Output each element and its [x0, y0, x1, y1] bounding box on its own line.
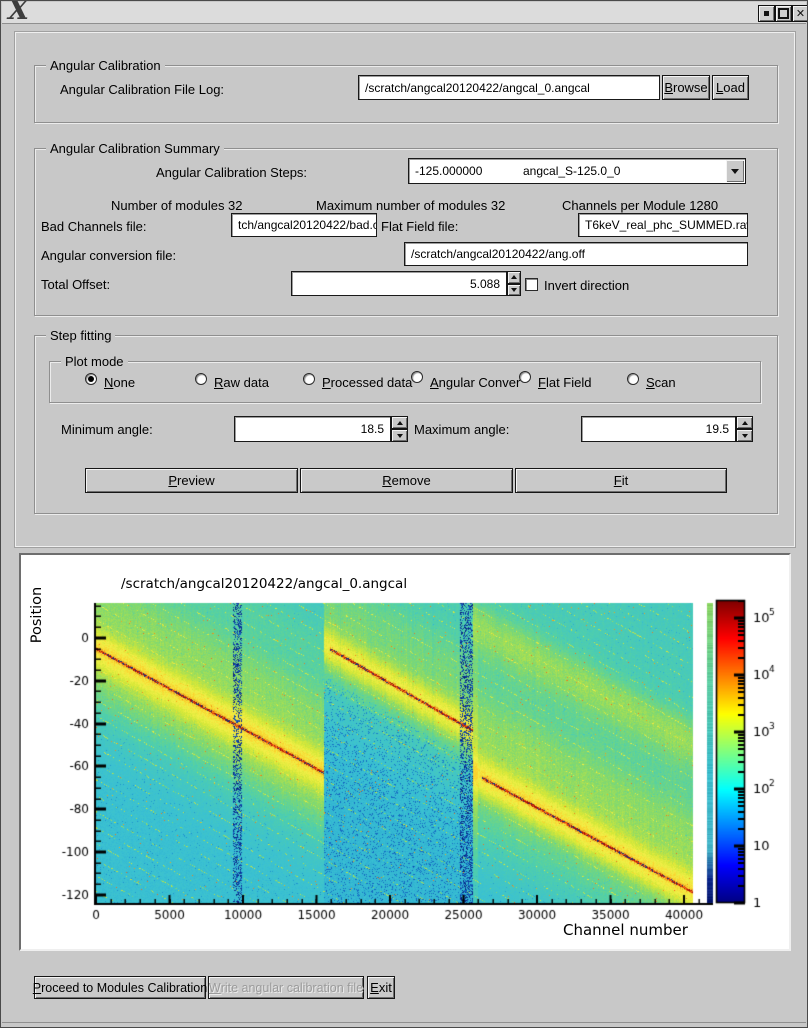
minimize-button[interactable] [758, 5, 775, 22]
chevron-up-icon [741, 420, 748, 425]
bad-channels-label: Bad Channels file: [41, 219, 147, 234]
invert-direction-label: Invert direction [544, 278, 630, 293]
steps-label: Angular Calibration Steps: [156, 165, 308, 180]
chevron-down-icon [511, 287, 517, 292]
spin-up-button[interactable] [507, 271, 521, 284]
radio-raw-data-label[interactable]: Raw data [214, 375, 269, 390]
plot-x-axis-label: Channel number [563, 921, 688, 939]
radio-processed-data-label[interactable]: Processed data [322, 375, 413, 390]
spin-up-button[interactable] [391, 416, 408, 429]
group-step-fitting: Step fitting [34, 328, 778, 514]
group-plot-mode: Plot mode [49, 354, 761, 403]
heatmap-chart [21, 555, 789, 949]
window-bottom-frame [2, 1022, 806, 1027]
x11-logo-icon: X [8, 0, 29, 26]
group-title: Angular Calibration Summary [46, 141, 224, 156]
maximize-button[interactable] [775, 5, 792, 22]
total-offset-stepper[interactable] [507, 271, 521, 296]
combo-dropdown-button[interactable] [726, 160, 744, 182]
group-title: Angular Calibration [46, 58, 165, 73]
radio-processed-data[interactable] [303, 373, 315, 385]
form-panel [14, 31, 796, 548]
close-icon: ✕ [795, 7, 806, 20]
steps-value-number: -125.000000 [415, 164, 483, 178]
radio-angular-conversion-label[interactable]: Angular Conver [430, 375, 521, 390]
radio-angular-conversion[interactable] [411, 371, 423, 383]
group-angular-calibration: Angular Calibration [34, 58, 778, 123]
spin-down-button[interactable] [391, 429, 408, 442]
chevron-up-icon [511, 275, 517, 280]
min-angle-input[interactable]: 18.5 [234, 416, 391, 442]
titlebar[interactable]: ✕ [2, 2, 807, 24]
total-offset-input[interactable]: 5.088 [291, 271, 507, 296]
close-button[interactable]: ✕ [792, 5, 807, 22]
radio-flat-field[interactable] [519, 371, 531, 383]
chevron-down-icon [731, 168, 739, 174]
radio-scan[interactable] [627, 373, 639, 385]
max-angle-input[interactable]: 19.5 [581, 416, 736, 442]
max-modules-label: Maximum number of modules 32 [316, 198, 506, 213]
group-title: Plot mode [61, 354, 128, 369]
radio-none[interactable] [85, 373, 97, 385]
radio-raw-data[interactable] [195, 373, 207, 385]
steps-value-name: angcal_S-125.0_0 [523, 164, 621, 178]
radio-scan-label[interactable]: Scan [646, 375, 676, 390]
file-log-input[interactable]: /scratch/angcal20120422/angcal_0.angcal [358, 75, 660, 100]
bad-channels-input[interactable]: tch/angcal20120422/bad.chan [231, 213, 377, 237]
chevron-down-icon [741, 433, 748, 438]
invert-direction-checkbox[interactable] [525, 278, 538, 291]
min-angle-stepper[interactable] [391, 416, 408, 442]
min-angle-label: Minimum angle: [61, 422, 153, 437]
group-summary: Angular Calibration Summary [34, 141, 778, 316]
radio-flat-field-label[interactable]: Flat Field [538, 375, 592, 390]
group-title: Step fitting [46, 328, 116, 343]
file-log-label: Angular Calibration File Log: [60, 82, 225, 97]
flat-field-label: Flat Field file: [381, 219, 459, 234]
chevron-up-icon [396, 420, 403, 425]
steps-combobox[interactable]: -125.000000 angcal_S-125.0_0 [408, 158, 746, 184]
spin-down-button[interactable] [736, 429, 753, 442]
num-modules-label: Number of modules 32 [111, 198, 243, 213]
minimize-icon [764, 11, 769, 16]
max-angle-label: Maximum angle: [414, 422, 510, 437]
chevron-down-icon [396, 433, 403, 438]
plot-panel: /scratch/angcal20120422/angcal_0.angcal … [19, 553, 791, 951]
channels-per-module-label: Channels per Module 1280 [562, 198, 719, 213]
total-offset-label: Total Offset: [41, 277, 111, 292]
spin-down-button[interactable] [507, 283, 521, 296]
max-angle-stepper[interactable] [736, 416, 753, 442]
plot-title: /scratch/angcal20120422/angcal_0.angcal [121, 576, 408, 592]
plot-y-axis-label: Position [29, 586, 45, 644]
ang-conv-label: Angular conversion file: [41, 248, 177, 263]
radio-none-label[interactable]: None [104, 375, 136, 390]
spin-up-button[interactable] [736, 416, 753, 429]
flat-field-input[interactable]: T6keV_real_phc_SUMMED.raw [578, 213, 748, 237]
maximize-icon [778, 8, 789, 19]
ang-conv-input[interactable]: /scratch/angcal20120422/ang.off [404, 242, 748, 266]
